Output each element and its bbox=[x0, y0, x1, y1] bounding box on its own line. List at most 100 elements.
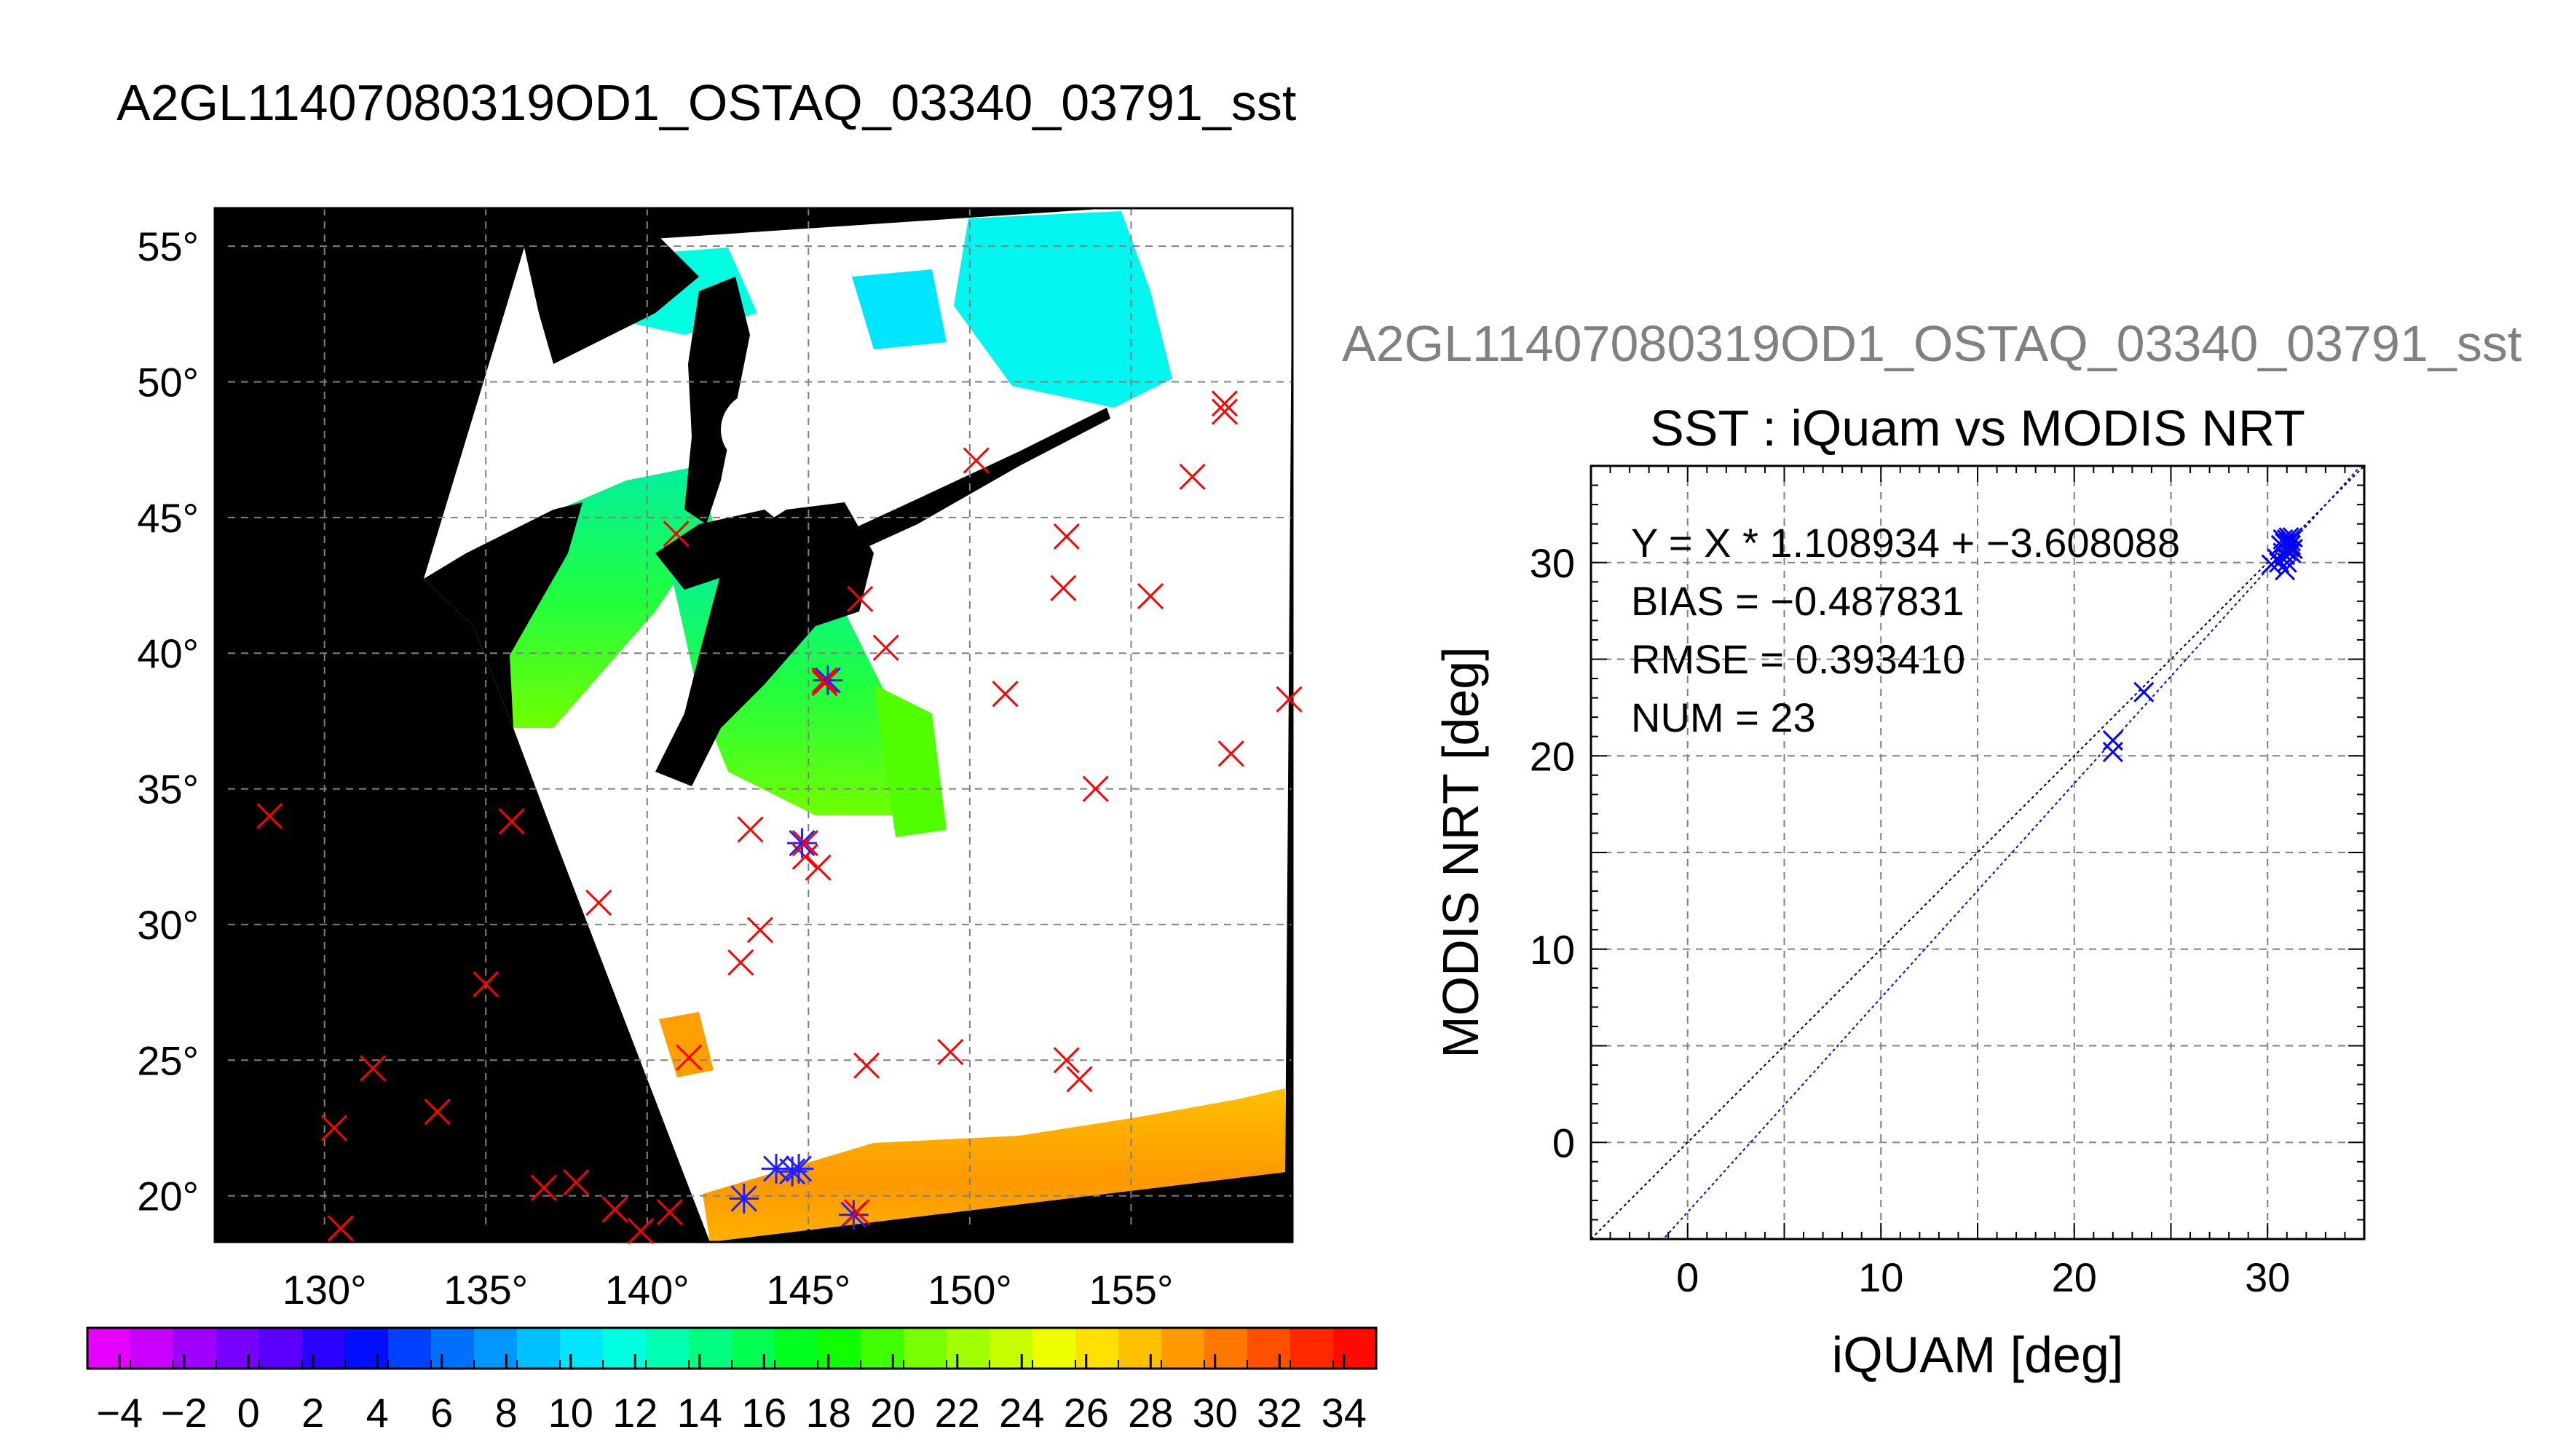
map-lon-label: 150° bbox=[928, 1267, 1012, 1313]
red-x-over-blue-marker bbox=[811, 670, 838, 697]
red-x-marker bbox=[473, 970, 499, 997]
scatter-point-stroke bbox=[2270, 534, 2291, 555]
colorbar-swatch bbox=[1161, 1328, 1205, 1369]
red-x-stroke bbox=[601, 1196, 628, 1223]
red-x-marker bbox=[530, 1174, 558, 1201]
scatter-point-stroke bbox=[2133, 681, 2155, 703]
map-lat-label: 30° bbox=[137, 902, 199, 948]
red-x-stroke bbox=[1179, 463, 1206, 491]
scatter-point-stroke bbox=[2278, 533, 2299, 554]
colorbar-swatch bbox=[388, 1328, 432, 1369]
map-markers bbox=[256, 390, 1303, 1245]
green-sst-region-3 bbox=[874, 684, 947, 837]
map-lon-label: 155° bbox=[1089, 1267, 1174, 1313]
red-x-marker bbox=[805, 854, 832, 881]
map-lon-label: 130° bbox=[283, 1267, 367, 1313]
scatter-annotation: NUM = 23 bbox=[1631, 695, 1816, 740]
red-x-marker bbox=[663, 521, 690, 547]
red-x-stroke bbox=[627, 1218, 654, 1245]
red-x-stroke bbox=[360, 1055, 387, 1082]
scatter-point-stroke bbox=[2272, 529, 2294, 550]
colorbar-tick-label: 30 bbox=[1193, 1390, 1238, 1436]
colorbar-swatch bbox=[861, 1328, 904, 1369]
colorbar-swatch bbox=[431, 1328, 475, 1369]
red-x-marker bbox=[737, 816, 764, 843]
red-x-marker bbox=[1082, 775, 1109, 802]
red-x-stroke bbox=[1053, 523, 1080, 550]
colorbar-swatch bbox=[990, 1328, 1033, 1369]
colorbar-swatch bbox=[775, 1328, 818, 1369]
scatter-point bbox=[2102, 741, 2123, 763]
scatter-x-tick-label: 0 bbox=[1676, 1254, 1699, 1300]
colorbar-tick-label: 6 bbox=[430, 1390, 453, 1436]
red-x-marker bbox=[1066, 1066, 1093, 1093]
colorbar-swatch bbox=[1333, 1328, 1377, 1369]
colorbar-swatch bbox=[603, 1328, 647, 1369]
red-x-marker bbox=[601, 1196, 628, 1223]
red-x-marker bbox=[320, 1115, 348, 1142]
colorbar-swatch bbox=[87, 1328, 131, 1369]
colorbar-tick-label: 8 bbox=[495, 1390, 518, 1436]
okhotsk-cloud bbox=[721, 389, 808, 470]
red-x-marker bbox=[656, 1198, 683, 1226]
fit-line bbox=[1662, 466, 2362, 1239]
red-x-marker bbox=[746, 917, 773, 943]
colorbar-swatch bbox=[1075, 1328, 1119, 1369]
map-frame bbox=[213, 207, 1294, 1243]
colorbar-swatch bbox=[474, 1328, 518, 1369]
scatter-point-stroke bbox=[2280, 542, 2302, 563]
colorbar-swatch bbox=[345, 1328, 389, 1369]
red-x-stroke bbox=[727, 949, 754, 976]
red-x-stroke bbox=[1211, 390, 1239, 417]
colorbar-swatch bbox=[689, 1328, 732, 1369]
map-lon-label: 135° bbox=[443, 1267, 528, 1313]
red-x-marker bbox=[872, 634, 899, 661]
map-lat-label: 50° bbox=[137, 360, 199, 405]
colorbar-tick-label: 10 bbox=[548, 1390, 593, 1436]
colorbar-swatch bbox=[216, 1328, 260, 1369]
red-x-marker bbox=[847, 585, 874, 612]
red-x-stroke bbox=[563, 1168, 590, 1196]
colorbar-tick-label: 0 bbox=[237, 1390, 260, 1436]
cyan-sst-region bbox=[954, 211, 1172, 408]
red-x-stroke bbox=[1137, 582, 1164, 610]
colorbar-tick-label: 26 bbox=[1064, 1390, 1109, 1436]
scatter-point-stroke bbox=[2275, 560, 2296, 581]
blue-star-marker bbox=[783, 1153, 814, 1184]
red-x-marker bbox=[424, 1099, 451, 1125]
map-lat-label: 55° bbox=[137, 223, 199, 269]
colorbar-tick-label: −4 bbox=[96, 1390, 143, 1436]
colorbar-frame bbox=[86, 1326, 1378, 1370]
red-x-marker bbox=[1050, 574, 1077, 601]
swath bbox=[424, 208, 1292, 1242]
red-x-stroke bbox=[805, 854, 832, 881]
red-x-marker bbox=[992, 681, 1019, 708]
scatter-y-tick-label: 20 bbox=[1530, 733, 1575, 779]
sst-map: 130° 135° 140° 145° 150° 155° 55° 50° 45° 40° 35° 3… bbox=[137, 207, 1303, 1313]
map-lat-label: 25° bbox=[137, 1037, 199, 1083]
red-x-stroke bbox=[853, 1052, 880, 1079]
red-x-marker bbox=[1053, 523, 1080, 550]
red-x-marker bbox=[256, 802, 283, 829]
red-x-stroke bbox=[424, 1099, 451, 1125]
colorbar-swatch bbox=[560, 1328, 604, 1369]
red-x-stroke bbox=[656, 1198, 683, 1226]
scatter-clip-group bbox=[1591, 466, 2364, 1239]
red-x-marker bbox=[563, 1168, 590, 1196]
red-x-marker bbox=[963, 447, 990, 474]
colorbar-tick-label: 16 bbox=[741, 1390, 786, 1436]
colorbar-swatch bbox=[130, 1328, 174, 1369]
scatter-x-tick-label: 30 bbox=[2245, 1254, 2290, 1300]
colorbar-swatch bbox=[302, 1328, 346, 1369]
red-x-marker bbox=[1137, 582, 1164, 610]
red-x-stroke bbox=[320, 1115, 348, 1142]
red-x-marker bbox=[937, 1039, 964, 1066]
colorbar-swatch bbox=[173, 1328, 217, 1369]
red-x-stroke bbox=[663, 521, 690, 547]
colorbar-swatch bbox=[1032, 1328, 1076, 1369]
red-x-stroke bbox=[746, 917, 773, 943]
scatter-frame bbox=[1590, 464, 2366, 1241]
map-grid bbox=[215, 208, 1292, 1242]
red-x-marker bbox=[676, 1044, 703, 1071]
red-x-stroke bbox=[872, 634, 899, 661]
